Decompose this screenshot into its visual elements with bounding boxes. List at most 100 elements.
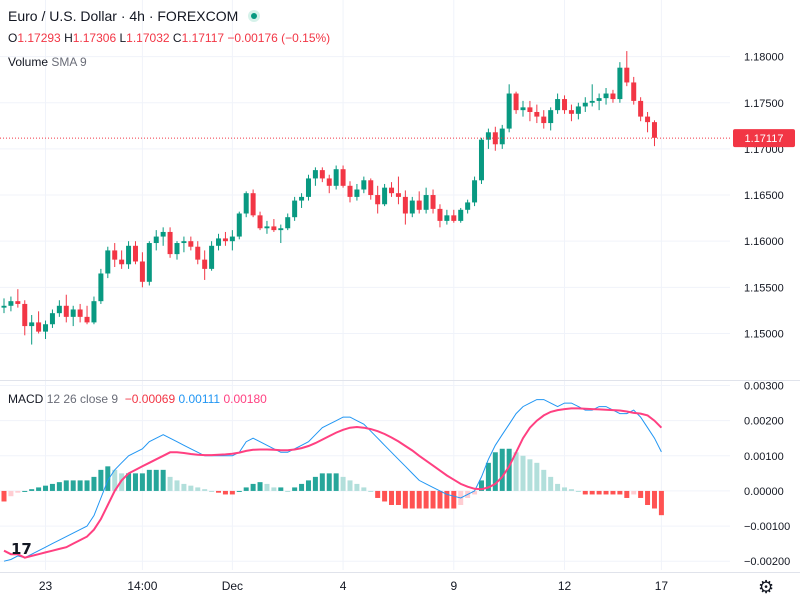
candle-up [8,301,14,306]
candle-up [264,226,270,229]
macd-histogram-bar [188,485,194,491]
macd-histogram-bar [8,490,14,497]
macd-histogram-bar [624,490,630,498]
candle-down [36,322,42,332]
candle-up [582,102,588,107]
volume-legend[interactable]: Volume SMA 9 [8,55,87,69]
macd-params: 12 26 close 9 [46,392,119,406]
candle-down [84,316,90,323]
candle-up [520,107,526,111]
candle-up [548,110,554,124]
price-tick-label: 1.16500 [744,190,784,202]
candle-up [575,106,581,114]
macd-histogram-bar [49,483,55,491]
candle-down [77,309,83,317]
macd-histogram-value: −0.00069 [124,392,176,406]
candle-up [181,241,187,244]
macd-histogram-bar [257,482,263,491]
macd-histogram-bar [568,489,574,491]
macd-histogram-bar [271,487,277,491]
candle-down [645,116,651,123]
macd-histogram-bar [202,489,208,491]
macd-histogram-bar [1,490,7,502]
macd-histogram-bar [229,490,235,495]
time-tick-label: 4 [340,579,347,593]
ohlc-legend: O1.17293 H1.17306 L1.17032 C1.17117 −0.0… [8,31,330,45]
candle-up [160,231,166,237]
symbol-title[interactable]: Euro / U.S. Dollar · 4h · FOREXCOM [8,8,239,24]
macd-histogram-bar [368,490,374,492]
macd-histogram-bar [589,490,595,495]
macd-histogram-bar [56,482,62,491]
macd-histogram-bar [492,452,498,491]
close-value: 1.17117 [181,31,225,45]
macd-histogram-bar [603,490,609,495]
last-price-badge [733,129,795,148]
time-tick-label: 14:00 [127,579,157,593]
macd-histogram-bar [395,490,401,505]
signal-line [3,407,663,559]
macd-histogram-bar [527,459,533,491]
macd-histogram-bar [541,469,547,491]
candle-up [229,236,235,242]
macd-histogram-bar [451,490,457,509]
macd-histogram-bar [513,452,519,491]
candle-down [347,185,353,197]
chart-legend-title[interactable]: Euro / U.S. Dollar · 4h · FOREXCOM [8,8,261,24]
macd-tick-label: 0.00000 [744,486,784,498]
open-label: O [8,31,18,45]
candle-up [174,243,180,255]
close-label: C [172,31,182,45]
candle-down [437,208,443,221]
macd-histogram-bar [437,490,443,509]
macd-histogram-bar [548,476,554,491]
candle-up [409,200,415,214]
macd-label[interactable]: MACD [8,392,44,406]
candle-down [271,226,277,231]
macd-histogram-bar [340,476,346,491]
low-label: L [119,31,127,45]
candle-up [292,200,298,218]
macd-histogram-bar [382,490,388,502]
macd-histogram-bar [631,490,637,495]
macd-histogram-bar [250,483,256,491]
price-tick-label: 1.15500 [744,282,784,294]
candle-down [368,180,374,196]
macd-histogram-bar [333,473,339,491]
candle-up [126,245,132,265]
candle-up [485,132,491,140]
candle-down [527,107,533,112]
candle-down [541,116,547,124]
macd-line [3,399,662,562]
macd-legend[interactable]: MACD 12 26 close 9 −0.00069 0.00111 0.00… [8,392,267,406]
macd-line-value: 0.00111 [178,392,221,406]
candle-up [29,322,35,327]
macd-histogram-bar [216,490,222,493]
macd-histogram-bar [409,490,415,509]
candle-down [167,231,173,255]
candle-down [610,93,616,100]
candle-down [139,261,145,282]
candle-up [478,139,484,181]
volume-label[interactable]: Volume [8,55,49,69]
candle-down [534,111,540,117]
candle-up [361,180,367,190]
macd-histogram-bar [243,487,249,491]
settings-gear-icon[interactable]: ⚙ [758,577,775,598]
tradingview-logo-icon[interactable]: 17 [11,540,32,558]
candle-down [451,215,457,221]
macd-histogram-bar [195,487,201,491]
candle-up [236,213,242,237]
candle-down [250,193,256,216]
candle-up [589,100,595,103]
macd-histogram-bar [146,469,152,491]
macd-histogram-bar [29,489,35,491]
macd-histogram-bar [416,490,422,509]
candle-up [1,305,7,308]
macd-histogram-bar [153,469,159,491]
candle-up [209,245,215,269]
macd-histogram-bar [347,480,353,491]
macd-tick-label: 0.00100 [744,451,784,463]
axes: 1.180001.175001.170001.165001.160001.155… [0,52,800,593]
